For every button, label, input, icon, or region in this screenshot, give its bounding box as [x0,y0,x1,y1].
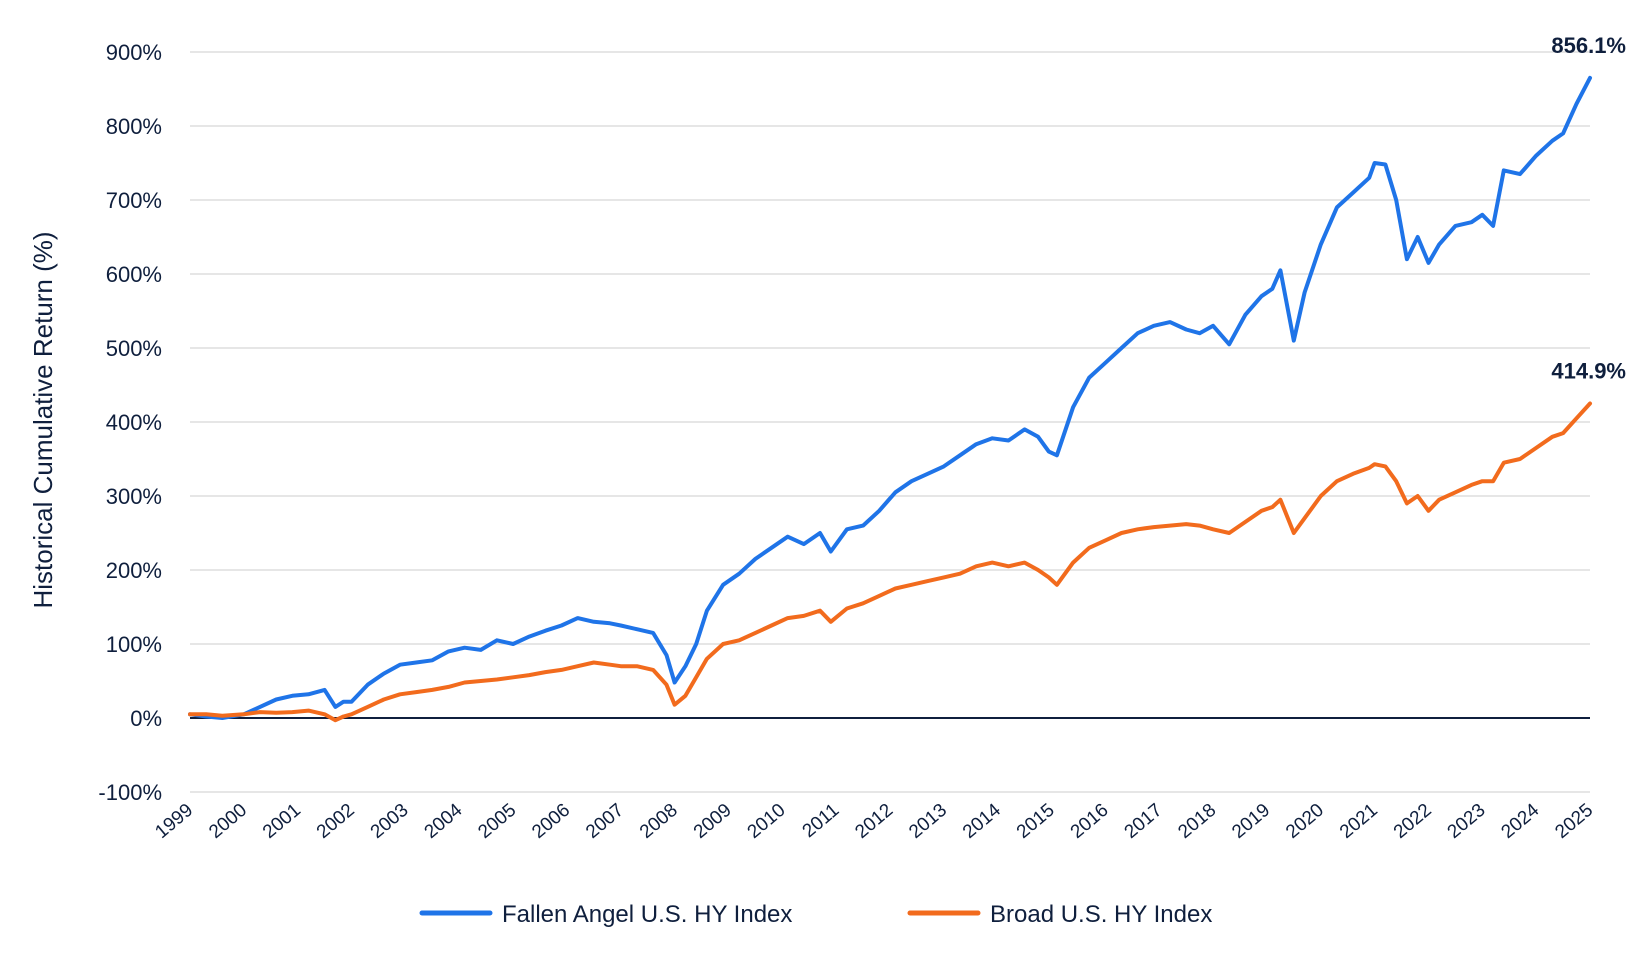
x-tick-label: 2018 [1174,800,1220,843]
fallen-angel-end-label: 856.1% [1551,33,1626,58]
x-tick-label: 2025 [1551,800,1597,843]
y-tick-label: 900% [106,40,162,65]
x-tick-label: 2011 [799,800,844,842]
y-tick-label: -100% [98,780,162,805]
x-tick-label: 2013 [905,800,951,843]
x-tick-label: 2008 [636,800,682,843]
y-tick-label: 0% [130,706,162,731]
y-tick-label: 400% [106,410,162,435]
y-tick-label: 700% [106,188,162,213]
y-axis-label: Historical Cumulative Return (%) [28,231,58,608]
x-tick-label: 2022 [1390,800,1436,843]
legend-label: Broad U.S. HY Index [990,901,1212,928]
fallen-angel-line [188,75,1592,720]
x-tick-label: 2005 [474,800,520,843]
end-value-labels: 856.1% 414.9% [1551,33,1626,384]
x-tick-label: 2014 [959,799,1005,843]
y-tick-label: 800% [106,114,162,139]
x-tick-label: 2009 [690,800,736,843]
y-tick-label: 500% [106,336,162,361]
legend-label: Fallen Angel U.S. HY Index [502,901,792,928]
y-axis-ticks: -100% 0% 100% 200% 300% 400% 500% 600% 700% 800% 9… [98,40,162,805]
broad-line [188,401,1592,723]
x-tick-label: 2024 [1497,799,1543,843]
broad-end-label: 414.9% [1551,359,1626,384]
x-tick-label: 2015 [1013,800,1059,843]
x-tick-label: 2006 [528,800,574,843]
x-tick-label: 1999 [151,800,197,843]
y-tick-label: 200% [106,558,162,583]
x-tick-label: 2002 [313,800,359,843]
y-tick-label: 100% [106,632,162,657]
series-lines [188,75,1592,723]
x-tick-label: 2001 [259,800,305,843]
x-tick-label: 2021 [1336,800,1382,843]
x-tick-label: 2003 [367,800,413,843]
x-tick-label: 2012 [851,800,897,843]
x-tick-label: 2000 [205,800,251,843]
x-tick-label: 2019 [1228,800,1274,843]
x-tick-label: 2007 [582,800,628,843]
x-axis-ticks: 1999 2000 2001 2002 2003 2004 2005 2006 2007 2008… [151,799,1597,843]
x-tick-label: 2020 [1282,800,1328,843]
x-tick-label: 2004 [421,799,467,843]
y-tick-label: 300% [106,484,162,509]
x-tick-label: 2023 [1444,800,1490,843]
legend: Fallen Angel U.S. HY Index Broad U.S. HY … [419,901,1212,928]
y-tick-label: 600% [106,262,162,287]
x-tick-label: 2010 [744,800,790,843]
x-tick-label: 2016 [1067,800,1113,843]
x-tick-label: 2017 [1121,800,1167,843]
